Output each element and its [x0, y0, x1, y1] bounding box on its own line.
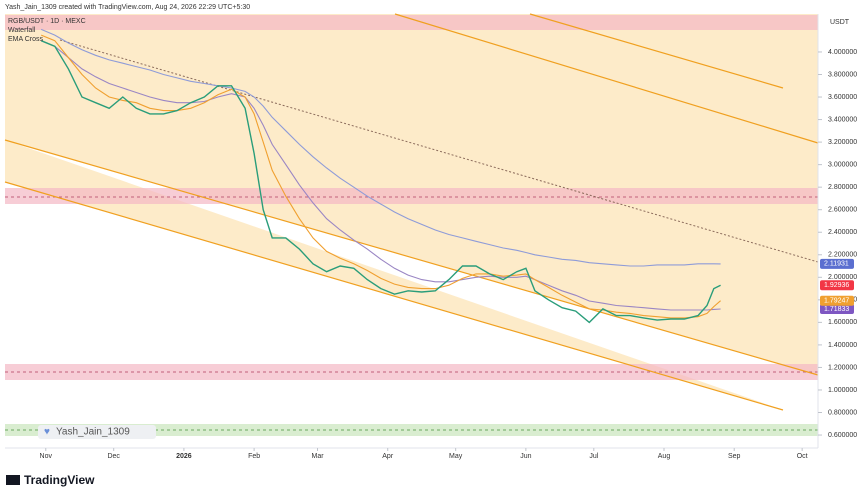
heart-icon: ♥ [44, 427, 50, 438]
y-tick-label: 3.600000 [828, 94, 857, 101]
x-tick-label: Sep [728, 453, 741, 460]
series-line [40, 40, 721, 311]
y-tick-label: 3.000000 [828, 161, 857, 168]
x-tick-label: Nov [40, 453, 53, 460]
y-tick-label: 1.400000 [828, 342, 857, 349]
watermark-box [38, 425, 156, 439]
currency: USDT [830, 19, 850, 26]
indicator: EMA Cross [8, 36, 44, 43]
price-tag [820, 258, 854, 269]
logo: TradingView [24, 473, 95, 487]
channel-line [529, 13, 784, 89]
price-tag-label: 1.71833 [824, 306, 849, 313]
price-tag-label: 2.11931 [824, 261, 849, 268]
x-tick-label: Aug [658, 453, 671, 460]
y-tick-label: 3.400000 [828, 116, 857, 123]
resistance-zone [5, 188, 818, 204]
logo-icon [6, 475, 20, 485]
y-tick-label: 1.200000 [828, 364, 857, 371]
x-tick-label: Jul [589, 453, 598, 460]
channel-line [4, 181, 784, 411]
y-tick-label: 2.400000 [828, 229, 857, 236]
y-tick-label: 2.600000 [828, 207, 857, 214]
y-tick-label: 2.800000 [828, 184, 857, 191]
y-tick-label: 3.200000 [828, 139, 857, 146]
indicator: Waterfall [8, 27, 36, 34]
y-tick-label: 2.000000 [828, 274, 857, 281]
x-tick-label: 2026 [176, 453, 192, 460]
channel-fill-lower [5, 140, 783, 410]
y-tick-label: 0.800000 [828, 409, 857, 416]
y-tick-label: 1.600000 [828, 319, 857, 326]
series-line [40, 40, 721, 324]
x-tick-label: Oct [797, 453, 808, 460]
x-tick-label: Feb [248, 453, 260, 460]
price-tag [820, 304, 854, 315]
y-tick-label: 1.000000 [828, 387, 857, 394]
support-zone [5, 424, 818, 436]
price-tag [820, 295, 854, 306]
x-tick-label: May [449, 453, 463, 460]
author-line: Yash_Jain_1309 created with TradingView.… [5, 4, 250, 11]
price-tag-label: 1.79247 [824, 298, 849, 305]
support-zone [5, 364, 818, 380]
y-tick-label: 0.600000 [828, 432, 857, 439]
channel-line [4, 139, 819, 376]
x-tick-label: Dec [107, 453, 120, 460]
resistance-zone [5, 15, 818, 30]
x-tick-label: Mar [311, 453, 324, 460]
price-tag-label: 1.92936 [824, 282, 849, 289]
series-line [40, 28, 721, 267]
x-tick-label: Jun [520, 453, 531, 460]
x-tick-label: Apr [382, 453, 394, 460]
series-line [40, 34, 721, 319]
y-tick-label: 2.200000 [828, 252, 857, 259]
y-tick-label: 4.000000 [828, 49, 857, 56]
channel-line [394, 13, 819, 144]
symbol: RGB/USDT · 1D · MEXC [8, 18, 86, 25]
y-tick-label: 3.800000 [828, 71, 857, 78]
plot [40, 28, 721, 324]
watermark: Yash_Jain_1309 [56, 427, 130, 438]
price-tag [820, 280, 854, 291]
